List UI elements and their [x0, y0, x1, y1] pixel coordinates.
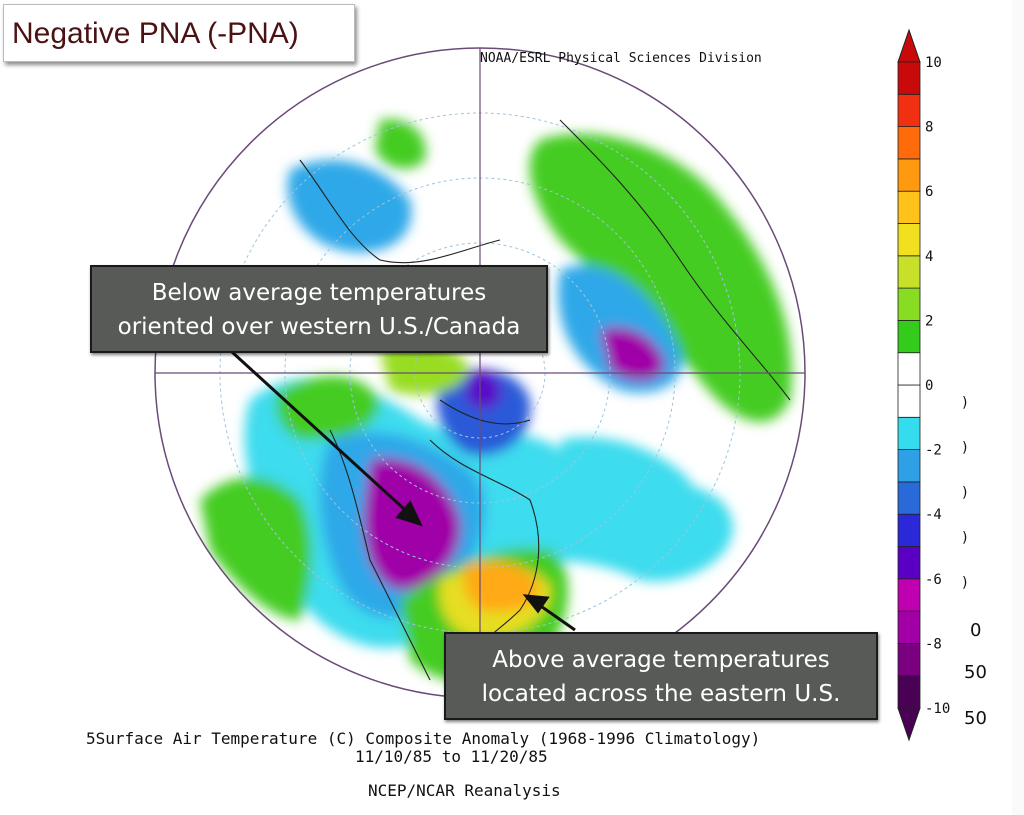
caption-line1: 5Surface Air Temperature (C) Composite A…: [86, 729, 760, 748]
colorbar-swatch: [897, 287, 921, 321]
anomaly-green-eurasia: [529, 133, 792, 422]
colorbar-swatch: [897, 675, 921, 709]
anomaly-purple-west: [363, 458, 461, 590]
colorbar-swatch: [897, 255, 921, 289]
callout-west-line2: oriented over western U.S./Canada: [117, 314, 521, 340]
colorbar: 10 8 6 4 2 0 -2 -4 -6 -8 -10: [897, 28, 950, 742]
colorbar-swatch: [897, 416, 921, 450]
colorbar-swatch: [897, 610, 921, 644]
colorbar-swatch: [897, 384, 921, 418]
anomaly-cyan-atlantic: [560, 437, 690, 511]
colorbar-tick-label: 8: [925, 120, 933, 136]
anomaly-blue-asia: [287, 160, 412, 253]
callout-west-line1: Below average temperatures: [151, 280, 487, 306]
caption-prefix: 5: [86, 729, 96, 748]
anomaly-green-north: [276, 376, 380, 440]
anomaly-green-asia: [375, 119, 426, 169]
edge-fragment: ): [962, 530, 968, 546]
callout-east: Above average temperatures located acros…: [444, 632, 878, 720]
colorbar-swatch: [897, 190, 921, 224]
caption-line3: NCEP/NCAR Reanalysis: [368, 781, 561, 800]
colorbar-swatch: [897, 546, 921, 580]
colorbar-swatch: [897, 449, 921, 483]
edge-fragment: 50: [964, 662, 987, 683]
anomaly-purple-siberia: [600, 327, 665, 381]
edge-fragment: ): [962, 395, 968, 411]
colorbar-max-arrow: [897, 28, 921, 63]
colorbar-tick-label: 4: [925, 249, 933, 265]
colorbar-swatch: [897, 126, 921, 160]
callout-east-line2: located across the eastern U.S.: [481, 681, 841, 707]
colorbar-swatch: [897, 513, 921, 547]
colorbar-tick-label: 2: [925, 313, 933, 329]
colorbar-min-arrow: [897, 707, 921, 742]
colorbar-tick-label: -2: [925, 443, 942, 459]
anomaly-blue-arctic: [436, 369, 531, 456]
colorbar-swatch: [897, 61, 921, 95]
edge-fragment: ): [962, 575, 968, 591]
colorbar-tick-label: 0: [925, 378, 933, 394]
page-title: Negative PNA (-PNA): [12, 17, 299, 50]
edge-fragment: ): [962, 485, 968, 501]
colorbar-swatch: [897, 578, 921, 612]
caption-line2: 11/10/85 to 11/20/85: [355, 747, 548, 766]
callout-west: Below average temperatures oriented over…: [90, 265, 548, 353]
callout-arrows: [230, 350, 576, 632]
right-edge-strip: [1012, 0, 1024, 815]
anomaly-green-arctic: [380, 345, 470, 395]
colorbar-swatch: [897, 352, 921, 386]
colorbar-tick-label: -10: [925, 701, 950, 717]
anomaly-purple-arctic: [465, 369, 501, 410]
caption-text: Surface Air Temperature (C) Composite An…: [95, 729, 761, 748]
credit-text: NOAA/ESRL Physical Sciences Division: [480, 51, 762, 66]
colorbar-swatch: [897, 319, 921, 354]
anomaly-green-pacific: [200, 477, 312, 620]
anomaly-orange-east: [463, 561, 540, 612]
coastlines: [299, 119, 791, 681]
edge-fragment: ): [962, 440, 968, 456]
colorbar-swatch: [897, 223, 921, 257]
edge-fragment: 50: [964, 708, 987, 729]
colorbar-tick-label: 6: [925, 184, 933, 200]
colorbar-swatch: [897, 93, 921, 128]
colorbar-swatch: [897, 481, 921, 515]
colorbar-tick-label: -6: [925, 572, 942, 588]
edge-fragment: 0: [970, 620, 982, 641]
colorbar-tick-label: -4: [925, 507, 942, 523]
callout-east-line1: Above average temperatures: [492, 647, 830, 673]
colorbar-tick-label: -8: [925, 636, 942, 652]
colorbar-swatch: [897, 643, 921, 677]
colorbar-swatch: [897, 158, 921, 192]
colorbar-tick-label: 10: [925, 55, 942, 71]
title-box: Negative PNA (-PNA): [3, 4, 355, 62]
